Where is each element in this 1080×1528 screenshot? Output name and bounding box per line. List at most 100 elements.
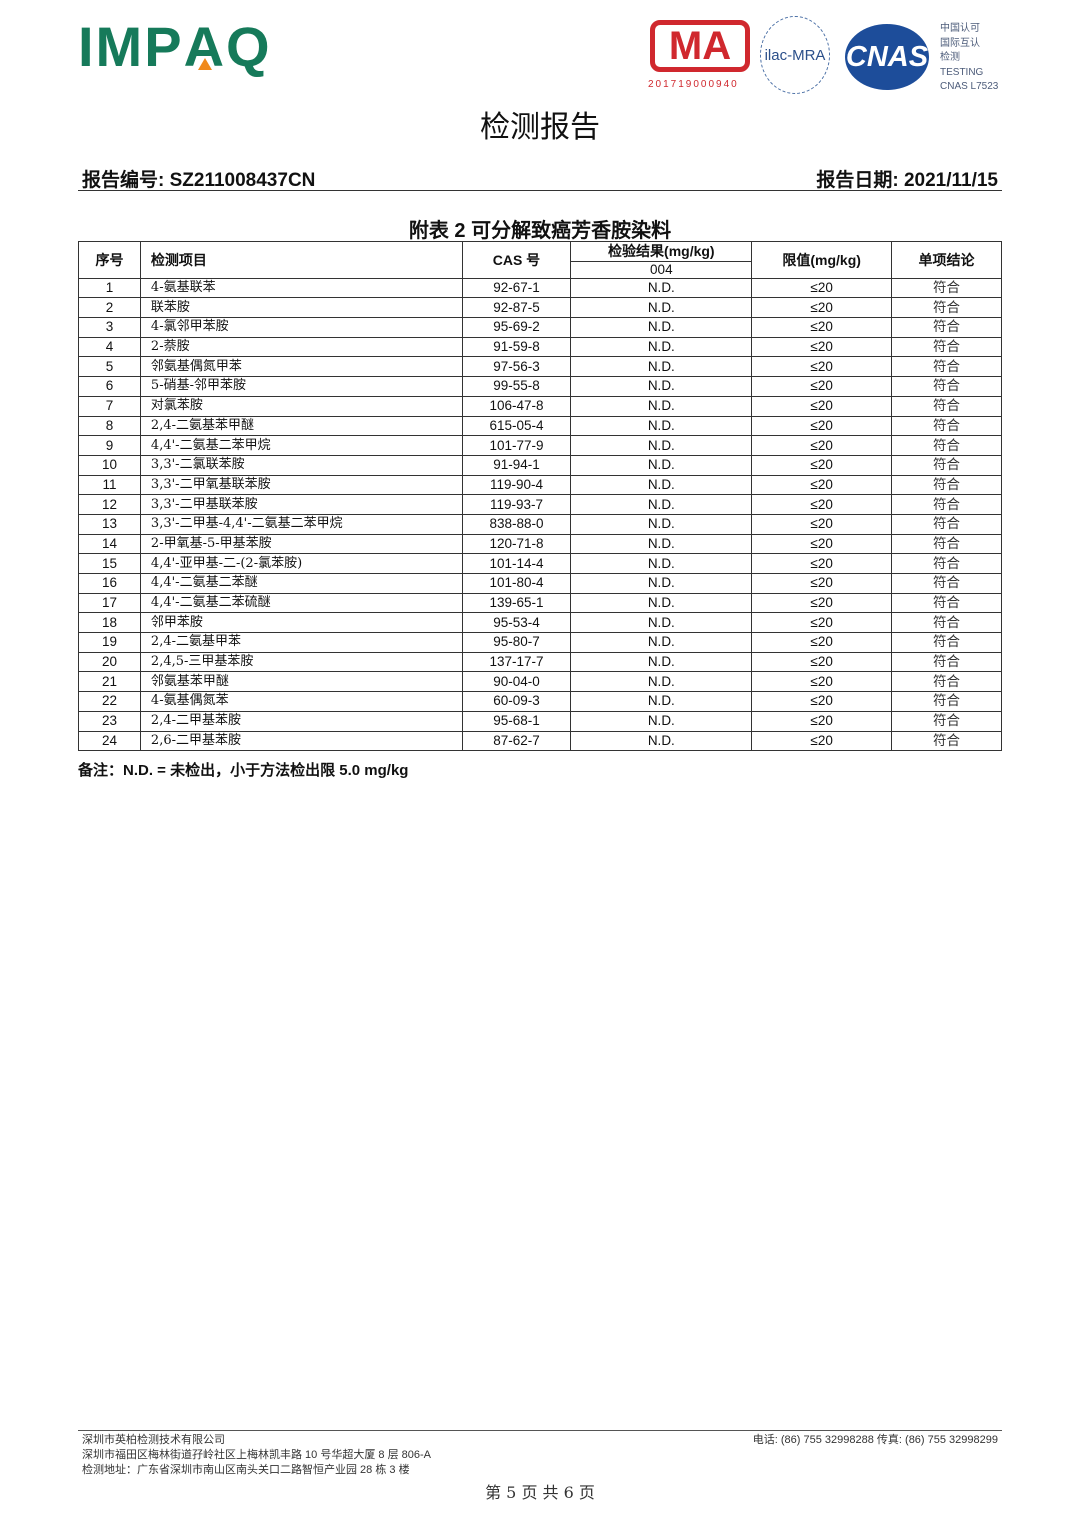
cell-result: N.D. [570, 336, 753, 358]
cell-item: 2,6-二甲基苯胺 [139, 730, 463, 752]
cell-result: N.D. [570, 533, 753, 555]
cell-limit: ≤20 [751, 730, 893, 752]
cell-conclusion: 符合 [891, 336, 1002, 358]
cell-no: 18 [78, 612, 141, 634]
cell-result: N.D. [570, 415, 753, 437]
cell-cas: 101-77-9 [461, 435, 572, 456]
cell-result: N.D. [570, 553, 753, 574]
cell-limit: ≤20 [751, 356, 893, 378]
cell-cas: 615-05-4 [461, 415, 572, 437]
cell-no: 17 [78, 592, 141, 614]
cell-result: N.D. [570, 632, 753, 653]
cell-limit: ≤20 [751, 454, 893, 476]
header-result: 检验结果(mg/kg) [570, 241, 753, 262]
cell-conclusion: 符合 [891, 671, 1002, 693]
cell-conclusion: 符合 [891, 356, 1002, 378]
cell-item: 邻氨基苯甲醚 [139, 671, 463, 693]
cell-cas: 95-80-7 [461, 632, 572, 653]
footer-company: 深圳市英柏检测技术有限公司 [82, 1434, 225, 1446]
cell-cas: 101-14-4 [461, 553, 572, 574]
cell-result: N.D. [570, 612, 753, 634]
page-number: 第 5 页 共 6 页 [485, 1483, 595, 1502]
cell-limit: ≤20 [751, 395, 893, 417]
cell-limit: ≤20 [751, 376, 893, 397]
cell-conclusion: 符合 [891, 730, 1002, 752]
cell-result: N.D. [570, 356, 753, 378]
cell-result: N.D. [570, 317, 753, 338]
cell-conclusion: 符合 [891, 513, 1002, 535]
table-row: 13 3,3'-二甲基-4,4'-二氨基二苯甲烷 838-88-0 N.D. ≤20 符合 [78, 513, 1002, 535]
cell-no: 16 [78, 573, 141, 594]
cell-no: 9 [78, 435, 141, 456]
cell-result: N.D. [570, 297, 753, 319]
cell-conclusion: 符合 [891, 297, 1002, 319]
cell-result: N.D. [570, 671, 753, 693]
cell-limit: ≤20 [751, 632, 893, 653]
cnas-line: CNAS L7523 [940, 81, 999, 92]
table-row: 11 3,3'-二甲氧基联苯胺 119-90-4 N.D. ≤20 符合 [78, 474, 1002, 496]
cnas-logo: CNAS [845, 24, 929, 90]
cell-item: 4-氯邻甲苯胺 [139, 317, 463, 338]
table-row: 24 2,6-二甲基苯胺 87-62-7 N.D. ≤20 符合 [78, 730, 1002, 752]
cell-result: N.D. [570, 710, 753, 732]
cell-cas: 101-80-4 [461, 573, 572, 594]
cell-item: 2,4-二氨基苯甲醚 [139, 415, 463, 437]
cell-item: 2,4-二甲基苯胺 [139, 710, 463, 732]
cell-conclusion: 符合 [891, 435, 1002, 456]
cnas-line: 国际互认 [940, 37, 980, 49]
cell-no: 15 [78, 553, 141, 574]
cell-no: 12 [78, 494, 141, 515]
header-sample: 004 [570, 260, 753, 279]
footer-office: 深圳市福田区梅林街道孖岭社区上梅林凯丰路 10 号华超大厦 8 层 806-A [82, 1449, 431, 1461]
cell-conclusion: 符合 [891, 691, 1002, 712]
cell-cas: 91-59-8 [461, 336, 572, 358]
cell-item: 4,4'-二氨基二苯甲烷 [139, 435, 463, 456]
cell-cas: 838-88-0 [461, 513, 572, 535]
cell-limit: ≤20 [751, 553, 893, 574]
table-title: 附表 2 可分解致癌芳香胺染料 [408, 220, 672, 242]
cell-conclusion: 符合 [891, 376, 1002, 397]
table-row: 16 4,4'-二氨基二苯醚 101-80-4 N.D. ≤20 符合 [78, 573, 1002, 594]
cell-conclusion: 符合 [891, 415, 1002, 437]
impaq-logo: IMPAQ [78, 15, 272, 78]
cell-cas: 119-93-7 [461, 494, 572, 515]
cell-cas: 106-47-8 [461, 395, 572, 417]
cell-result: N.D. [570, 730, 753, 752]
cell-no: 19 [78, 632, 141, 653]
cell-result: N.D. [570, 454, 753, 476]
page-title: 检测报告 [480, 110, 600, 145]
cell-conclusion: 符合 [891, 592, 1002, 614]
cell-limit: ≤20 [751, 651, 893, 673]
cell-item: 4,4'-二氨基二苯硫醚 [139, 592, 463, 614]
table-row: 6 5-硝基-邻甲苯胺 99-55-8 N.D. ≤20 符合 [78, 376, 1002, 397]
cell-result: N.D. [570, 376, 753, 397]
cell-conclusion: 符合 [891, 553, 1002, 574]
cell-result: N.D. [570, 435, 753, 456]
cell-no: 22 [78, 691, 141, 712]
cell-cas: 119-90-4 [461, 474, 572, 496]
cell-conclusion: 符合 [891, 454, 1002, 476]
footer-contact: 电话: (86) 755 32998288 传真: (86) 755 32998… [752, 1434, 998, 1446]
cell-item: 邻甲苯胺 [139, 612, 463, 634]
cell-limit: ≤20 [751, 691, 893, 712]
footer-lab: 检测地址：广东省深圳市南山区南头关口二路智恒产业园 28 栋 3 楼 [82, 1464, 410, 1476]
cell-limit: ≤20 [751, 336, 893, 358]
cell-item: 2,4-二氨基甲苯 [139, 632, 463, 653]
cell-no: 6 [78, 376, 141, 397]
cell-conclusion: 符合 [891, 710, 1002, 732]
table-row: 1 4-氨基联苯 92-67-1 N.D. ≤20 符合 [78, 277, 1002, 299]
cell-limit: ≤20 [751, 415, 893, 437]
cell-item: 4,4'-二氨基二苯醚 [139, 573, 463, 594]
cell-cas: 97-56-3 [461, 356, 572, 378]
cell-cas: 87-62-7 [461, 730, 572, 752]
cell-conclusion: 符合 [891, 612, 1002, 634]
cell-item: 联苯胺 [139, 297, 463, 319]
cell-item: 2,4,5-三甲基苯胺 [139, 651, 463, 673]
cell-conclusion: 符合 [891, 573, 1002, 594]
table-row: 15 4,4'-亚甲基-二-(2-氯苯胺) 101-14-4 N.D. ≤20 符合 [78, 553, 1002, 574]
cell-item: 4,4'-亚甲基-二-(2-氯苯胺) [139, 553, 463, 574]
table-row: 23 2,4-二甲基苯胺 95-68-1 N.D. ≤20 符合 [78, 710, 1002, 732]
cell-conclusion: 符合 [891, 277, 1002, 299]
cell-no: 23 [78, 710, 141, 732]
